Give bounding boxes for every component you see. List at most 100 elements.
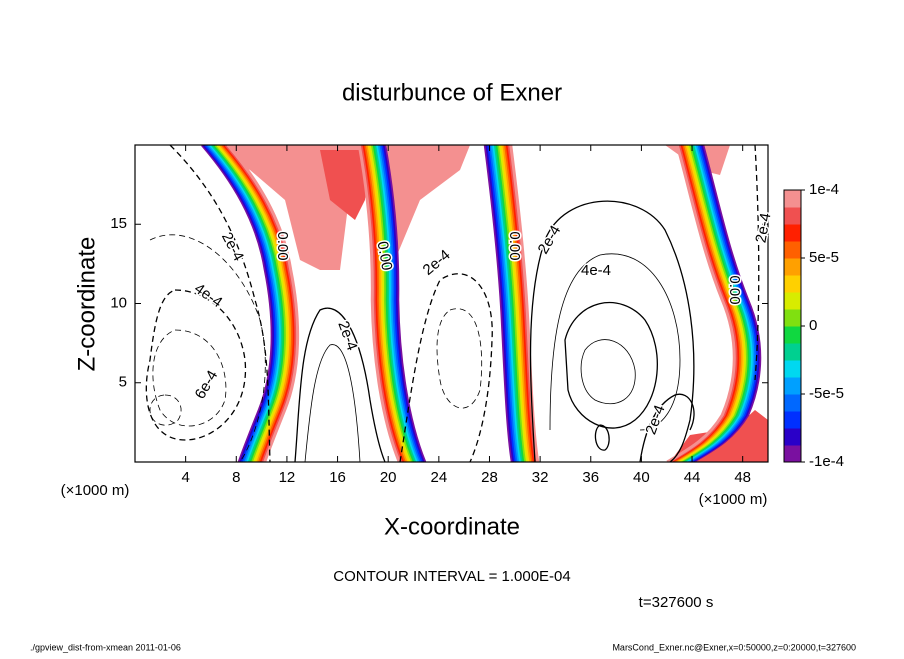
contour-line [754, 145, 760, 381]
contour-label: 0.00 [506, 231, 523, 260]
color-band [383, 145, 427, 462]
contour-line [639, 393, 695, 462]
contour-line [152, 329, 227, 427]
color-band [373, 145, 416, 462]
color-band [490, 145, 521, 462]
contour-label: 2e-4 [752, 212, 774, 245]
colorbar-band [784, 394, 801, 412]
color-band [374, 145, 418, 462]
y-tick-label: 10 [110, 294, 127, 311]
color-band [495, 145, 526, 462]
contour-line [529, 200, 695, 462]
x-tick-label: 20 [380, 469, 397, 486]
colorbar-band [784, 377, 801, 395]
color-band [218, 145, 291, 462]
contour-label: 0.00 [374, 240, 396, 272]
color-band [214, 145, 288, 462]
x-tick-label: 4 [181, 469, 189, 486]
color-band [202, 145, 276, 462]
color-band [509, 145, 540, 462]
color-band [497, 145, 528, 462]
color-band [221, 145, 295, 462]
plot-frame [134, 144, 769, 463]
colorbar-tick-label: 5e-5 [809, 249, 839, 266]
contour-line [436, 308, 483, 409]
y-tick-label: 15 [110, 215, 127, 232]
colorbar-band [784, 241, 801, 259]
color-band [379, 145, 423, 462]
x-tick-label: 40 [633, 469, 650, 486]
contour-label: 2e-4 [420, 246, 454, 278]
x-axis-label: X-coordinate [384, 513, 520, 540]
contour-line [149, 394, 182, 426]
color-band [211, 145, 284, 462]
contour-line [169, 145, 271, 462]
colorbar-band [784, 326, 801, 344]
color-band [201, 145, 274, 462]
contour-label: 0.00 [726, 275, 743, 304]
contour-line [564, 301, 658, 429]
color-band [371, 145, 415, 462]
positive-region [320, 150, 370, 220]
color-band [364, 145, 408, 462]
color-band [487, 145, 518, 462]
x-tick-label: 28 [481, 469, 498, 486]
color-band [666, 145, 736, 462]
contour-line [594, 424, 610, 451]
color-band [507, 145, 538, 462]
color-band [209, 145, 283, 462]
colorbar-tick-label: -5e-5 [809, 385, 844, 402]
contour-label: 2e-4 [535, 222, 565, 257]
contour-label: 6e-4 [192, 367, 222, 402]
color-band [213, 145, 286, 462]
x-tick-label: 8 [232, 469, 240, 486]
color-band [505, 145, 536, 462]
contour-line [549, 253, 681, 431]
time-label: t=327600 s [639, 594, 714, 611]
colorbar-band [784, 275, 801, 293]
colorbar-band [784, 428, 801, 446]
color-band [207, 145, 281, 462]
x-tick-label: 36 [582, 469, 599, 486]
color-band [504, 145, 535, 462]
contour-line [294, 307, 386, 462]
colorbar-band [784, 190, 801, 208]
color-band [361, 145, 405, 462]
color-band [485, 145, 516, 462]
color-band [366, 145, 410, 462]
plot-area [145, 145, 768, 462]
contour-interval: CONTOUR INTERVAL = 1.000E-04 [333, 568, 570, 585]
x-tick-label: 32 [532, 469, 549, 486]
color-band [206, 145, 279, 462]
x-tick-label: 48 [734, 469, 751, 486]
y-axis-label: Z-coordinate [73, 237, 100, 372]
contour-line [580, 339, 636, 405]
color-band [376, 145, 420, 462]
color-band [492, 145, 523, 462]
colorbar-band [784, 411, 801, 429]
colorbar-tick-label: -1e-4 [809, 453, 844, 470]
color-band [499, 145, 530, 462]
colorbar-tick-label: 0 [809, 317, 817, 334]
colorbar-band [784, 360, 801, 378]
color-band [500, 145, 531, 462]
color-band [226, 145, 300, 462]
color-band [367, 145, 411, 462]
color-band [216, 145, 289, 462]
contour-line [304, 344, 361, 462]
color-band [369, 145, 413, 462]
color-band [381, 145, 425, 462]
chart-title: disturbunce of Exner [342, 79, 562, 106]
x-tick-label: 12 [279, 469, 296, 486]
colorbar: 1e-4 5e-5 0 -5e-5 -1e-4 [783, 181, 844, 470]
contour-label: 4e-4 [581, 262, 611, 279]
color-band [493, 145, 524, 462]
color-band [502, 145, 533, 462]
color-band [362, 145, 406, 462]
color-band [357, 145, 401, 462]
x-tick-label: 16 [329, 469, 346, 486]
positive-region [200, 145, 470, 270]
color-band [483, 145, 514, 462]
x-tick-label: 24 [430, 469, 447, 486]
